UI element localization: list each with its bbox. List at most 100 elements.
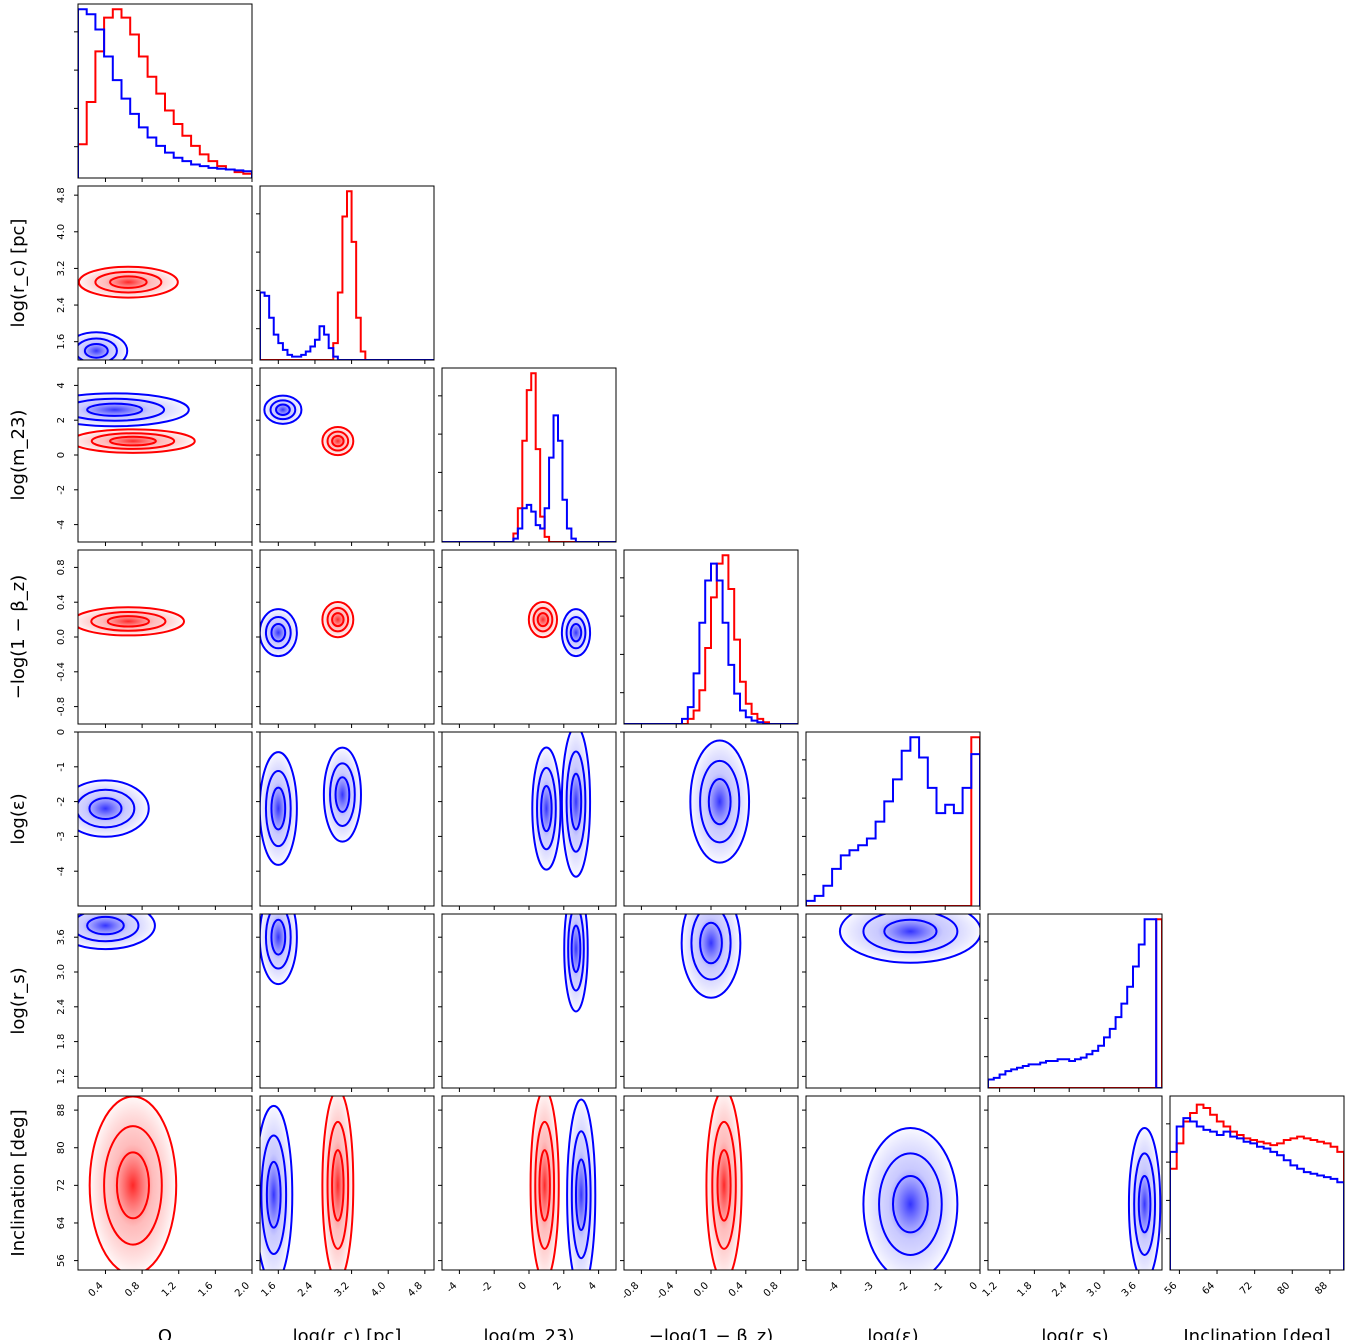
x-tick-label: -2 bbox=[896, 1280, 911, 1295]
contour-line bbox=[883, 918, 938, 945]
x-tick-label: 0.8 bbox=[762, 1280, 781, 1299]
x-axis-label: log(m_23) bbox=[484, 1326, 575, 1340]
density-fill bbox=[263, 395, 303, 425]
x-tick-label: 88 bbox=[1313, 1280, 1330, 1297]
contour-line bbox=[265, 1160, 282, 1229]
x-tick-label: 72 bbox=[1238, 1280, 1255, 1297]
y-tick-label: 1.6 bbox=[56, 334, 67, 350]
y-tick-label: 1.2 bbox=[56, 1068, 67, 1084]
contour-line bbox=[78, 392, 190, 428]
contour-line bbox=[326, 606, 350, 633]
contour-line bbox=[527, 600, 559, 639]
contour-line bbox=[86, 402, 144, 417]
density-fill bbox=[88, 1096, 178, 1270]
y-tick-label: -2 bbox=[56, 797, 67, 807]
panel-frame bbox=[441, 913, 617, 1089]
y-tick-label: -0.8 bbox=[56, 697, 67, 717]
y-axis-label: Inclination [deg] bbox=[8, 1109, 29, 1256]
density-blob bbox=[1127, 1125, 1162, 1270]
histogram-step bbox=[442, 372, 616, 542]
contour-line bbox=[892, 1174, 929, 1234]
contour-line bbox=[88, 797, 123, 820]
contour-line bbox=[86, 915, 125, 936]
contour-line bbox=[78, 788, 136, 829]
x-tick-label: -0.4 bbox=[655, 1280, 677, 1302]
x-tick-label: 0.0 bbox=[692, 1280, 711, 1299]
contour-line bbox=[716, 1149, 732, 1222]
histogram-step bbox=[260, 291, 434, 360]
density-blob bbox=[531, 745, 562, 872]
density-blob bbox=[260, 608, 298, 658]
contour-line bbox=[321, 1096, 355, 1270]
x-tick-label: 80 bbox=[1276, 1280, 1293, 1297]
y-tick-label: 4.8 bbox=[56, 187, 67, 203]
contour-line bbox=[538, 1149, 551, 1222]
y-tick-label: -0.4 bbox=[56, 662, 67, 682]
contour-line bbox=[690, 914, 732, 981]
contour-line bbox=[570, 924, 582, 973]
density-blob bbox=[78, 428, 198, 454]
x-tick-label: 3.0 bbox=[1085, 1280, 1104, 1299]
panel-frame bbox=[987, 1095, 1163, 1271]
y-tick-label: 2.4 bbox=[56, 297, 67, 313]
y-tick-label: 2.4 bbox=[56, 999, 67, 1015]
x-tick-label: -0.8 bbox=[620, 1280, 642, 1302]
contour-line bbox=[103, 1125, 163, 1246]
y-tick-label: 56 bbox=[56, 1254, 67, 1267]
density-blob bbox=[78, 779, 151, 838]
x-tick-label: -1 bbox=[930, 1280, 945, 1295]
contour-line bbox=[531, 746, 562, 871]
contour-line bbox=[532, 606, 554, 633]
x-tick-label: 1.8 bbox=[1015, 1280, 1034, 1299]
contour-line bbox=[83, 342, 109, 359]
panel-frame bbox=[259, 185, 435, 361]
y-tick-label: 0.4 bbox=[56, 594, 67, 610]
density-blob bbox=[263, 394, 303, 425]
density-blob bbox=[260, 914, 298, 986]
y-tick-label: 1.8 bbox=[56, 1034, 67, 1050]
density-fill bbox=[323, 745, 362, 844]
histogram-step bbox=[988, 918, 1162, 1088]
contour-line bbox=[109, 435, 157, 447]
contour-line bbox=[570, 1130, 592, 1260]
panel-frame bbox=[77, 185, 253, 361]
panel-frame bbox=[77, 3, 253, 179]
x-tick-label: -4 bbox=[445, 1280, 460, 1295]
y-tick-label: 4.0 bbox=[56, 224, 67, 240]
x-tick-label: 3.6 bbox=[1120, 1280, 1139, 1299]
contour-line bbox=[567, 914, 585, 992]
contour-line bbox=[275, 403, 291, 416]
contour-line bbox=[264, 769, 292, 848]
density-blob bbox=[322, 745, 362, 844]
y-tick-label: 3.6 bbox=[56, 929, 67, 945]
y-tick-label: 0 bbox=[56, 452, 67, 458]
contour-line bbox=[707, 777, 732, 826]
x-tick-label: 3.2 bbox=[333, 1280, 352, 1299]
density-blob bbox=[689, 738, 751, 865]
histogram-step bbox=[1170, 1117, 1344, 1270]
contour-line bbox=[78, 428, 196, 454]
contour-line bbox=[260, 914, 298, 986]
x-tick-label: 56 bbox=[1163, 1280, 1180, 1297]
x-tick-label: 0.4 bbox=[87, 1280, 106, 1299]
panel-frame bbox=[1169, 1095, 1345, 1271]
contour-line bbox=[862, 914, 959, 954]
contour-line bbox=[838, 914, 980, 964]
x-axis-label: log(ε) bbox=[867, 1326, 918, 1340]
histogram-step bbox=[78, 8, 252, 178]
panel-frame bbox=[77, 549, 253, 725]
density-blob bbox=[560, 732, 592, 880]
contour-line bbox=[264, 914, 292, 970]
y-tick-label: -2 bbox=[56, 485, 67, 495]
contour-line bbox=[329, 762, 356, 827]
contour-line bbox=[322, 746, 362, 843]
panel-frame bbox=[259, 913, 435, 1089]
density-fill bbox=[321, 601, 354, 638]
contour-line bbox=[321, 425, 355, 457]
x-tick-label: -4 bbox=[826, 1280, 841, 1295]
density-blob bbox=[321, 600, 355, 639]
density-blob bbox=[88, 1096, 178, 1270]
density-blob bbox=[861, 1125, 960, 1270]
density-blob bbox=[78, 392, 192, 428]
contour-line bbox=[331, 434, 345, 448]
